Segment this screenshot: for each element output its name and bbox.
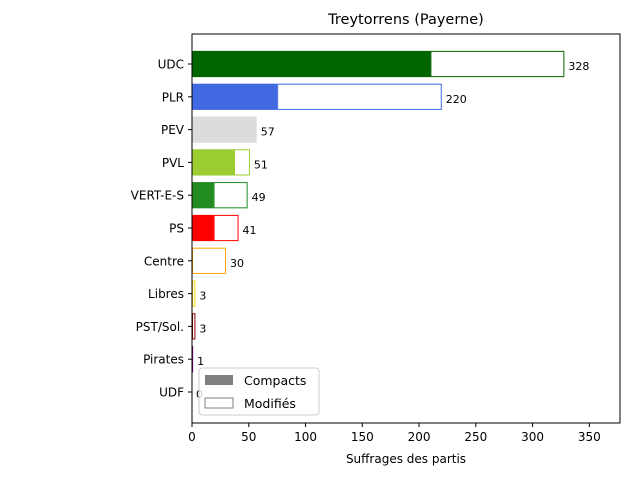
y-tick-label-vert-e-s: VERT-E-S xyxy=(131,189,184,203)
x-tick-label-350: 350 xyxy=(578,430,601,444)
bar-compacts-pev xyxy=(192,116,257,143)
bar-compacts-vert-e-s xyxy=(192,182,214,209)
legend-swatch-compacts xyxy=(205,375,233,385)
x-tick-label-250: 250 xyxy=(464,430,487,444)
bar-value-label-centre: 30 xyxy=(230,257,244,270)
x-tick-label-300: 300 xyxy=(521,430,544,444)
bar-value-label-libres: 3 xyxy=(199,290,206,303)
bar-value-label-plr: 220 xyxy=(446,93,467,106)
y-tick-label-pirates: Pirates xyxy=(143,353,184,367)
y-axis-ticks: UDC PLR PEV PVL VERT-E-S PS Centre Libres PST/So… xyxy=(131,58,192,400)
bar-value-label-pst-sol: 3 xyxy=(199,322,206,335)
bar-modifies-udc xyxy=(430,50,565,78)
y-tick-label-pst-sol: PST/Sol. xyxy=(136,320,184,334)
y-tick-label-udf: UDF xyxy=(159,386,184,400)
bar-value-label-ps: 41 xyxy=(243,224,257,237)
bar-value-label-pvl: 51 xyxy=(254,158,268,171)
x-tick-label-150: 150 xyxy=(351,430,374,444)
bar-compacts-pvl xyxy=(192,149,235,176)
x-axis-label: Suffrages des partis xyxy=(346,452,466,466)
x-tick-label-100: 100 xyxy=(294,430,317,444)
bar-modifies-plr xyxy=(277,83,442,110)
y-tick-label-udc: UDC xyxy=(158,58,184,72)
y-tick-label-pev: PEV xyxy=(161,123,185,137)
bar-modifies-pvl xyxy=(234,149,250,176)
bar-compacts-plr xyxy=(192,83,278,110)
legend: Compacts Modifiés xyxy=(198,367,320,416)
legend-label-modifies: Modifiés xyxy=(244,396,296,411)
bar-modifies-libres xyxy=(192,280,196,307)
bar-value-label-pirates: 1 xyxy=(197,355,204,368)
x-tick-label-50: 50 xyxy=(241,430,256,444)
bar-value-label-pev: 57 xyxy=(261,126,275,139)
bar-modifies-pst-sol xyxy=(192,313,196,340)
bar-compacts-udc xyxy=(192,50,431,78)
bar-modifies-ps xyxy=(213,214,239,242)
legend-label-compacts: Compacts xyxy=(244,373,306,388)
bar-labels-group: 32822057514941303310 xyxy=(196,60,589,401)
bar-compacts-ps xyxy=(192,214,214,242)
bar-value-label-vert-e-s: 49 xyxy=(252,191,266,204)
bar-modifies-centre xyxy=(192,247,227,274)
bar-value-label-udc: 328 xyxy=(568,60,589,73)
y-tick-label-centre: Centre xyxy=(144,254,184,268)
x-tick-label-200: 200 xyxy=(408,430,431,444)
bars-group xyxy=(192,50,565,373)
bar-modifies-vert-e-s xyxy=(213,182,248,209)
x-axis-ticks: 0 50 100 150 200 250 300 350 xyxy=(188,423,601,444)
y-tick-label-ps: PS xyxy=(169,222,184,236)
chart-title: Treytorrens (Payerne) xyxy=(327,12,484,28)
x-tick-label-0: 0 xyxy=(188,430,196,444)
y-tick-label-pvl: PVL xyxy=(162,156,184,170)
plot-frame xyxy=(191,33,621,424)
legend-swatch-modifies xyxy=(204,397,234,409)
y-tick-label-plr: PLR xyxy=(162,90,184,104)
y-tick-label-libres: Libres xyxy=(148,287,184,301)
